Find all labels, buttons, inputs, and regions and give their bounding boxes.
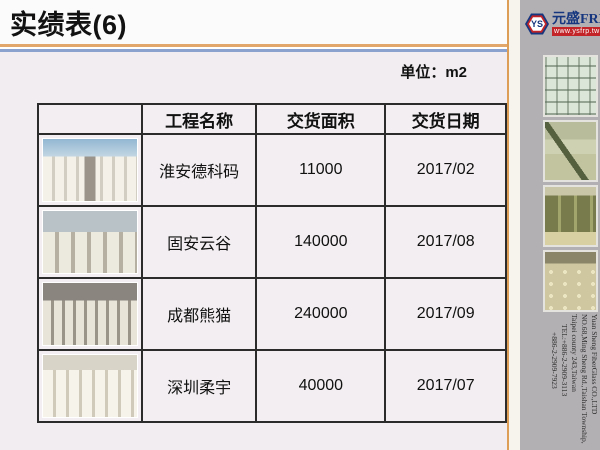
divider-gap	[0, 47, 507, 49]
delivery-date-cell: 2017/08	[384, 205, 507, 279]
delivery-date-cell: 2017/02	[384, 133, 507, 207]
header-delivery-area: 交货面积	[255, 103, 387, 135]
delivery-date-cell: 2017/09	[384, 277, 507, 351]
company-address-line2: Taipei county 243,Taiwan	[570, 314, 579, 392]
delivery-date-cell: 2017/07	[384, 349, 507, 423]
project-name-cell: 成都熊猫	[140, 277, 258, 351]
company-name: Yuan Sheng FiberGlass CO.,LTD	[590, 314, 599, 415]
sidebar-photo-green-tanks	[543, 185, 598, 247]
company-logo: YS 元盛FRP www.ysfrp.tw	[520, 0, 600, 40]
page-title: 实绩表(6)	[10, 9, 127, 40]
project-photo-cell	[37, 133, 143, 207]
blue-divider-line	[0, 49, 507, 52]
unit-label: 单位：m2	[400, 64, 467, 81]
company-sidebar: YS 元盛FRP www.ysfrp.tw Yuan Sheng FiberGl…	[520, 0, 600, 450]
sidebar-photo-column	[543, 55, 598, 312]
delivery-area-cell: 11000	[255, 133, 387, 207]
project-photo	[42, 354, 138, 418]
delivery-area-cell: 140000	[255, 205, 387, 279]
main-content-area: 实绩表(6) 单位：m2 工程名称 交货面积 交货日期 淮安德科码 11000 …	[0, 0, 507, 423]
vertical-accent-strip	[507, 0, 520, 450]
header-delivery-date: 交货日期	[384, 103, 507, 135]
performance-table: 工程名称 交货面积 交货日期 淮安德科码 11000 2017/02 固安云谷 …	[37, 103, 507, 423]
orange-divider-line	[0, 44, 507, 47]
brand-website: www.ysfrp.tw	[552, 27, 600, 36]
title-bar: 实绩表(6)	[0, 0, 507, 44]
ys-hexagon-ring: YS	[527, 15, 547, 33]
project-photo	[42, 210, 138, 274]
project-photo	[42, 138, 138, 202]
brand-name: 元盛FRP	[552, 12, 600, 27]
project-name-cell: 淮安德科码	[140, 133, 258, 207]
table-header-row: 工程名称 交货面积 交货日期	[37, 103, 507, 135]
delivery-area-cell: 40000	[255, 349, 387, 423]
table-row: 固安云谷 140000 2017/08	[37, 205, 507, 279]
header-photo-column	[37, 103, 143, 135]
ys-hexagon-logo-icon: YS	[525, 13, 549, 35]
brand-text-block: 元盛FRP www.ysfrp.tw	[552, 12, 600, 36]
project-name-cell: 深圳柔宇	[140, 349, 258, 423]
sidebar-photo-ceiling-grid	[543, 55, 598, 117]
project-photo-cell	[37, 205, 143, 279]
company-phone-2: +886-2-2909-7923	[550, 332, 559, 389]
project-photo-cell	[37, 349, 143, 423]
company-phone-1: TEL:+886-2-2909-3113	[560, 324, 569, 397]
company-address-line1: NO.68,Ming Sheng Rd.,Taishan Township,	[580, 314, 589, 444]
project-photo-cell	[37, 277, 143, 351]
project-name-cell: 固安云谷	[140, 205, 258, 279]
company-contact-info: Yuan Sheng FiberGlass CO.,LTD NO.68,Ming…	[544, 314, 599, 446]
table-row: 深圳柔宇 40000 2017/07	[37, 349, 507, 423]
logo-monogram: YS	[529, 17, 545, 31]
project-photo	[42, 282, 138, 346]
table-row: 淮安德科码 11000 2017/02	[37, 133, 507, 207]
sidebar-photo-tank-closeup	[543, 120, 598, 182]
header-project-name: 工程名称	[140, 103, 258, 135]
sidebar-photo-panel-floor	[543, 250, 598, 312]
delivery-area-cell: 240000	[255, 277, 387, 351]
table-row: 成都熊猫 240000 2017/09	[37, 277, 507, 351]
